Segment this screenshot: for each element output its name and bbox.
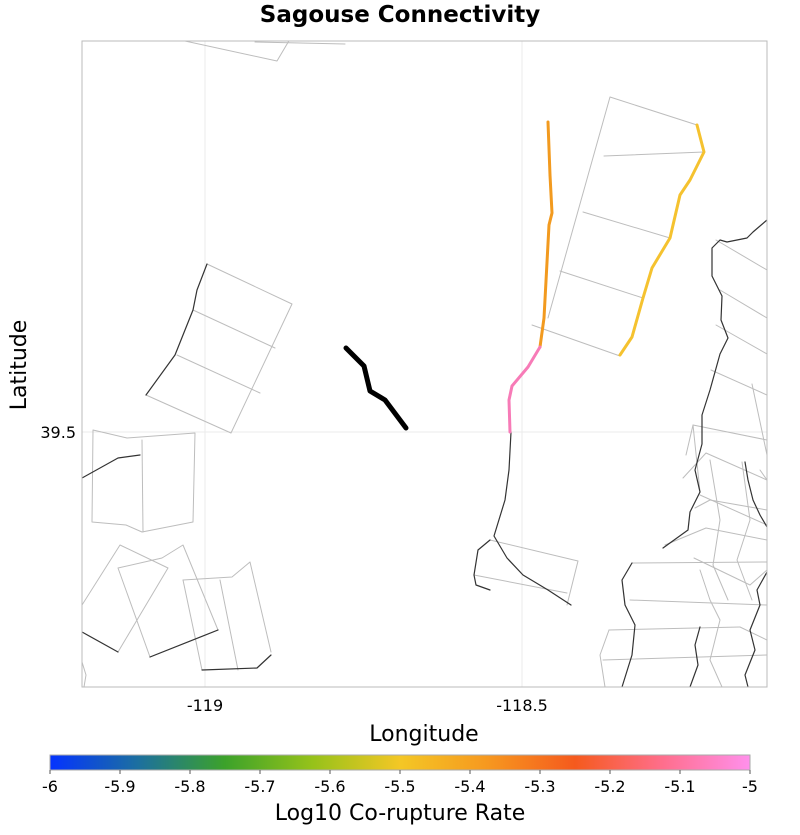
colorbar-tick-label: -6 xyxy=(42,777,58,796)
y-axis-label: Latitude xyxy=(7,320,32,411)
fault-outline-south-central xyxy=(473,574,568,594)
fault-outline-south-central xyxy=(489,539,579,606)
colorbar-tick-label: -5.8 xyxy=(174,777,205,796)
colorbar-tick-label: -5 xyxy=(742,777,758,796)
colorbar-tick-label: -5.4 xyxy=(454,777,485,796)
fault-outline-northwest xyxy=(145,263,293,434)
fault-traces-dark xyxy=(82,219,767,687)
fault-outline-southwest xyxy=(182,579,203,671)
fault-trace-central xyxy=(493,431,572,606)
colorbar-tick-label: -5.3 xyxy=(524,777,555,796)
colorbar-label: Log10 Co-rupture Rate xyxy=(275,801,526,826)
fault-outline-east-upper xyxy=(719,289,767,319)
fault-outline-top xyxy=(184,41,290,62)
fault-outline-east xyxy=(699,569,723,687)
fault-outline-southwest xyxy=(219,579,239,671)
y-axis: 39.5 Latitude xyxy=(7,320,76,442)
fault-outline-east xyxy=(759,469,767,481)
colorbar-ticks: -6 -5.9 -5.8 -5.7 -5.6 -5.5 -5.4 -5.3 -5.2 -5.1 -5 xyxy=(42,770,758,796)
fault-trace-southeast xyxy=(689,626,701,687)
chart-title: Sagouse Connectivity xyxy=(260,2,540,28)
connected-fault-orange xyxy=(538,120,554,349)
fault-trace-east xyxy=(744,461,767,528)
fault-trace-east xyxy=(662,219,767,549)
fault-rung xyxy=(582,211,671,239)
fault-map xyxy=(82,41,767,687)
fault-outline-east xyxy=(692,424,767,441)
colorbar: -6 -5.9 -5.8 -5.7 -5.6 -5.5 -5.4 -5.3 -5.2 -5.1 -5… xyxy=(42,754,758,826)
fault-outline-southeast xyxy=(608,626,741,631)
fault-outline-west xyxy=(91,429,196,533)
fault-outlines-gray xyxy=(82,41,767,687)
fault-outline-east xyxy=(664,527,767,546)
colorbar-tick-label: -5.2 xyxy=(594,777,625,796)
fault-outline-east-upper xyxy=(710,369,767,396)
fault-trace-northwest xyxy=(145,263,208,396)
fault-outline-southeast xyxy=(599,629,610,687)
fault-trace-south-central xyxy=(473,539,491,591)
colorbar-tick-label: -5.7 xyxy=(244,777,275,796)
fault-outline-east-upper xyxy=(715,239,767,271)
x-tick-label: -118.5 xyxy=(496,696,548,715)
colorbar-tick-label: -5.6 xyxy=(314,777,345,796)
fault-trace-southwest xyxy=(201,654,272,671)
source-fault-sagouse xyxy=(343,345,409,431)
fault-outline-east xyxy=(693,557,767,586)
fault-trace-southwest xyxy=(82,631,119,653)
fault-outline-east xyxy=(685,424,701,493)
fault-trace-southeast xyxy=(621,562,636,687)
fault-outline-southwest xyxy=(182,561,272,653)
colorbar-gradient xyxy=(49,754,751,771)
colorbar-tick-label: -5.9 xyxy=(104,777,135,796)
plot-area xyxy=(81,40,768,688)
fault-rung xyxy=(141,439,144,533)
plot-border xyxy=(81,40,768,688)
fault-outline-central-east xyxy=(531,324,621,357)
fault-rung xyxy=(192,309,276,349)
fault-rung xyxy=(559,270,644,299)
fault-trace-west xyxy=(82,454,141,479)
y-tick-label: 39.5 xyxy=(40,423,76,442)
connected-fault-pink xyxy=(507,345,542,434)
connected-fault-yellow xyxy=(618,123,706,357)
fault-outline-southeast xyxy=(629,599,767,606)
fault-outline-east xyxy=(709,459,729,601)
fault-outline-southwest xyxy=(117,544,219,658)
fault-outline-central-east xyxy=(547,96,698,319)
colorbar-tick-label: -5.5 xyxy=(384,777,415,796)
fault-outline-east-upper xyxy=(751,383,767,456)
fault-trace-east xyxy=(744,571,767,687)
fault-outline-east xyxy=(736,461,753,601)
fault-rung xyxy=(603,151,705,157)
fault-outline-south-edge xyxy=(82,661,87,687)
fault-trace-southwest xyxy=(149,629,219,658)
colorbar-tick-label: -5.1 xyxy=(664,777,695,796)
fault-outline-top-segment xyxy=(254,41,346,45)
x-tick-label: -119 xyxy=(187,696,223,715)
fault-outline-southeast xyxy=(739,626,767,641)
x-axis: -119 -118.5 Longitude xyxy=(187,696,548,747)
fault-rung xyxy=(176,354,261,394)
fault-outline-southwest xyxy=(82,544,169,653)
x-axis-label: Longitude xyxy=(369,722,478,747)
fault-outline-southeast xyxy=(631,561,767,564)
